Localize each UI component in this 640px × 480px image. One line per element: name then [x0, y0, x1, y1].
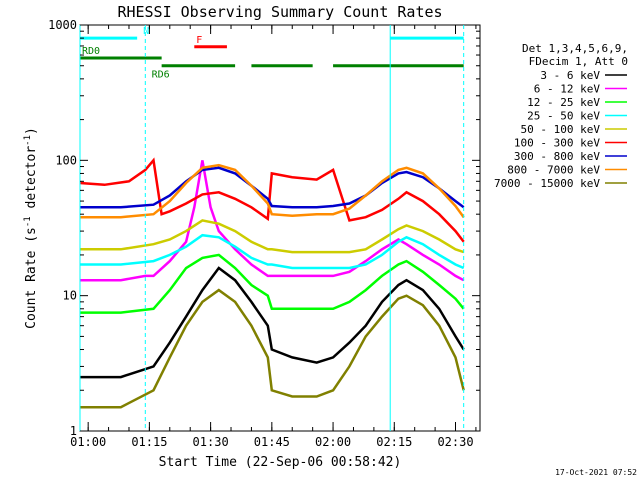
legend-label: 7000 - 15000 keV [494, 177, 600, 190]
timestamp: 17-Oct-2021 07:52 [555, 468, 637, 477]
series-line-4 [80, 219, 465, 254]
x-tick-label: 01:00 [70, 435, 106, 449]
series-line-6 [80, 166, 465, 209]
x-tick-label: 01:15 [131, 435, 167, 449]
y-axis-label-main: Count Rate (s [24, 227, 39, 329]
x-axis-label: Start Time (22-Sep-06 00:58:42) [159, 455, 402, 470]
y-axis-label-end: ) [24, 127, 39, 135]
x-tick-label: 01:45 [254, 435, 290, 449]
series-layer [79, 157, 465, 409]
x-tick-label: 02:00 [315, 435, 351, 449]
y-tick-label: 100 [55, 153, 77, 167]
flag-bar-label: RD0 [82, 46, 100, 57]
y-axis-label-mid: detector [24, 146, 39, 217]
y-tick-label: 1 [70, 424, 77, 438]
legend-label: 300 - 800 keV [514, 150, 600, 163]
y-axis-label-sup2: -1 [23, 135, 33, 146]
y-tick-label: 10 [63, 289, 77, 303]
x-tick-label: 01:30 [193, 435, 229, 449]
series-line-5 [79, 157, 465, 243]
legend-header-line-2: FDecim 1, Att 0 [529, 55, 628, 68]
legend-label: 800 - 7000 keV [507, 164, 600, 177]
series-line-0 [80, 266, 465, 379]
series-line-3 [80, 233, 465, 270]
legend: Det 1,3,4,5,6,9, FDecim 1, Att 0 3 - 6 k… [494, 42, 628, 190]
y-axis-label-sup1: -1 [23, 216, 33, 227]
chart-title: RHESSI Observing Summary Count Rates [117, 3, 442, 21]
legend-label: 50 - 100 keV [521, 123, 601, 136]
series-line-7 [80, 163, 465, 219]
flag-bar-label: RD6 [152, 70, 170, 81]
y-tick-label: 1000 [48, 18, 77, 32]
x-tick-label: 02:15 [376, 435, 412, 449]
legend-header-line-1: Det 1,3,4,5,6,9, [522, 42, 628, 55]
y-axis-label: Count Rate (s-1 detector-1) [23, 127, 39, 329]
attenuator-lines-layer [79, 25, 465, 431]
series-line-8 [80, 288, 465, 409]
legend-label: 100 - 300 keV [514, 137, 600, 150]
legend-label: 3 - 6 keV [540, 69, 600, 82]
y-axis: 1 10 100 1000 [48, 18, 480, 438]
flag-bar-label: N [143, 26, 149, 37]
x-tick-label: 02:30 [437, 435, 473, 449]
legend-label: 25 - 50 keV [527, 110, 600, 123]
flag-bars-layer: N F RD0 RD6 [80, 26, 464, 81]
flag-bar-label: F [196, 35, 202, 46]
legend-label: 6 - 12 keV [534, 83, 601, 96]
series-line-1 [80, 160, 465, 282]
legend-label: 12 - 25 keV [527, 96, 600, 109]
x-axis: 01:00 01:15 01:30 01:45 02:00 02:15 02:30 [70, 25, 477, 449]
series-line-2 [80, 253, 465, 314]
